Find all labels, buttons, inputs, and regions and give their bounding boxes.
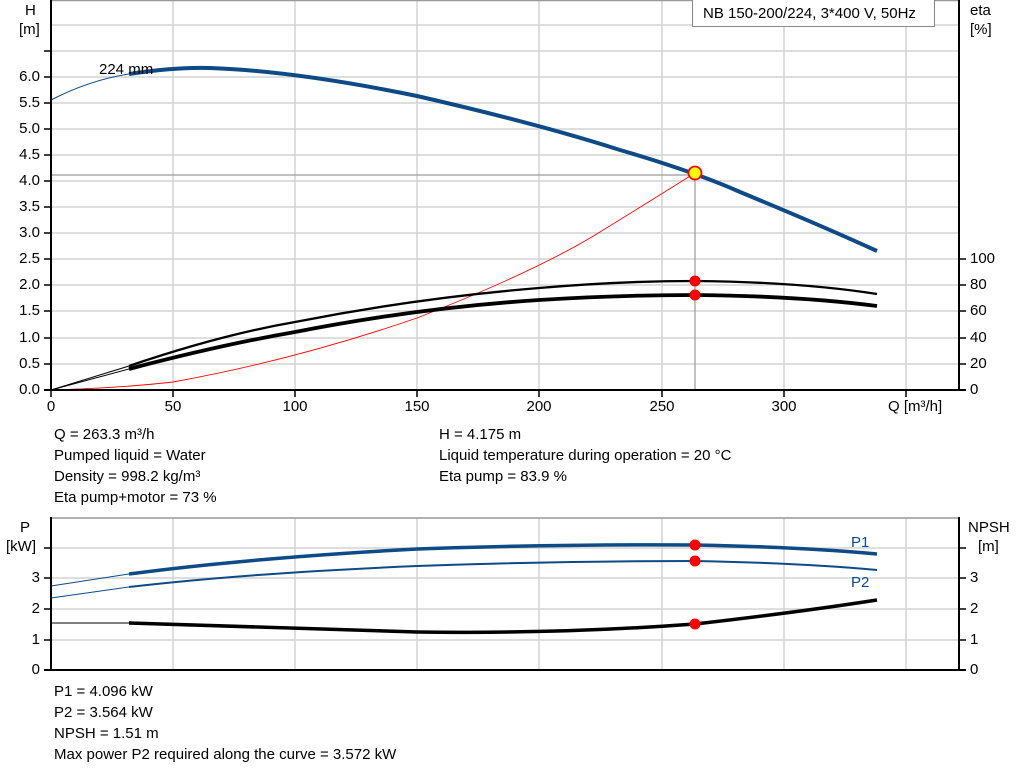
top-axes [44, 0, 966, 391]
info-temperature: Liquid temperature during operation = 20… [439, 447, 732, 464]
head-curve-extension [50, 73, 130, 101]
eta-tick: 60 [970, 302, 987, 319]
p-axis-label: P [20, 519, 31, 536]
eta-tick: 40 [970, 329, 987, 346]
q-tick: 200 [526, 398, 552, 415]
bottom-axes [44, 517, 966, 671]
p-tick: 2 [31, 600, 40, 617]
top-ticks [44, 50, 966, 397]
npsh-tick: 1 [970, 631, 979, 648]
h-tick: 4.0 [19, 172, 40, 189]
npsh-tick: 0 [970, 661, 979, 678]
p-tick: 1 [31, 631, 40, 648]
info-liquid: Pumped liquid = Water [54, 447, 206, 464]
bottom-grid [51, 518, 959, 670]
head-curve [128, 65, 878, 253]
npsh-marker[interactable] [689, 618, 701, 630]
h-tick: 1.5 [19, 302, 40, 319]
p2-curve-extension [50, 586, 130, 599]
npsh-axis-label: NPSH [968, 519, 1010, 536]
eta-axis-unit: [%] [970, 21, 992, 38]
q-tick: 150 [404, 398, 430, 415]
impeller-diameter-label: 224 mm [99, 61, 154, 78]
eta-tick: 0 [970, 381, 979, 398]
h-tick: 0.0 [19, 381, 40, 398]
h-tick: 0.5 [19, 355, 40, 372]
info-eta-total: Eta pump+motor = 73 % [54, 489, 217, 506]
p1-curve-label: P1 [851, 534, 870, 551]
p2-curve-label: P2 [851, 574, 870, 591]
h-axis-unit: [m] [19, 21, 40, 38]
p1-curve-extension [50, 573, 130, 587]
eta-pump-marker[interactable] [689, 275, 701, 287]
h-tick: 5.5 [19, 94, 40, 111]
q-tick: 0 [46, 398, 56, 415]
bottom-ticks [44, 547, 966, 641]
info-h: H = 4.175 m [439, 426, 522, 443]
npsh-tick: 2 [970, 600, 979, 617]
system-curve [50, 172, 696, 391]
info-eta-pump: Eta pump = 83.9 % [439, 468, 567, 485]
h-tick: 2.5 [19, 250, 40, 267]
p-tick: 0 [31, 661, 40, 678]
q-tick: 100 [282, 398, 308, 415]
eta-total-curve-extension [50, 368, 130, 391]
h-tick: 6.0 [19, 68, 40, 85]
q-tick: 300 [771, 398, 797, 415]
h-tick: 4.5 [19, 146, 40, 163]
eta-tick: 20 [970, 355, 987, 372]
info-density: Density = 998.2 kg/m³ [54, 468, 201, 485]
info-q: Q = 263.3 m³/h [54, 426, 155, 443]
eta-tick: 100 [970, 250, 996, 267]
p1-curve [128, 543, 878, 576]
p-axis-unit: [kW] [6, 538, 36, 555]
p1-marker[interactable] [689, 539, 701, 551]
top-grid [51, 0, 959, 390]
p-tick: 3 [31, 569, 40, 586]
npsh-curve [128, 598, 878, 635]
q-tick: 50 [164, 398, 182, 415]
eta-total-curve [128, 293, 878, 371]
h-tick: 3.0 [19, 224, 40, 241]
eta-tick: 80 [970, 276, 987, 293]
eta-total-marker[interactable] [689, 289, 701, 301]
h-tick: 2.0 [19, 276, 40, 293]
npsh-axis-unit: [m] [978, 538, 999, 555]
p2-curve [128, 559, 878, 588]
h-tick: 5.0 [19, 120, 40, 137]
h-axis-label: H [25, 2, 36, 19]
info-npsh: NPSH = 1.51 m [54, 725, 159, 742]
eta-pump-curve [128, 279, 878, 368]
q-axis-label: Q [m³/h] [888, 398, 943, 415]
h-tick: 1.0 [19, 329, 40, 346]
q-tick: 250 [649, 398, 675, 415]
info-p1: P1 = 4.096 kW [54, 683, 153, 700]
p2-marker[interactable] [689, 555, 701, 567]
npsh-tick: 3 [970, 569, 979, 586]
pump-title-box: NB 150-200/224, 3*400 V, 50Hz [692, 0, 935, 27]
h-tick: 3.5 [19, 198, 40, 215]
eta-axis-label: eta [970, 2, 991, 19]
info-max-p2: Max power P2 required along the curve = … [54, 746, 397, 763]
info-p2: P2 = 3.564 kW [54, 704, 153, 721]
duty-point-marker[interactable] [687, 165, 703, 181]
